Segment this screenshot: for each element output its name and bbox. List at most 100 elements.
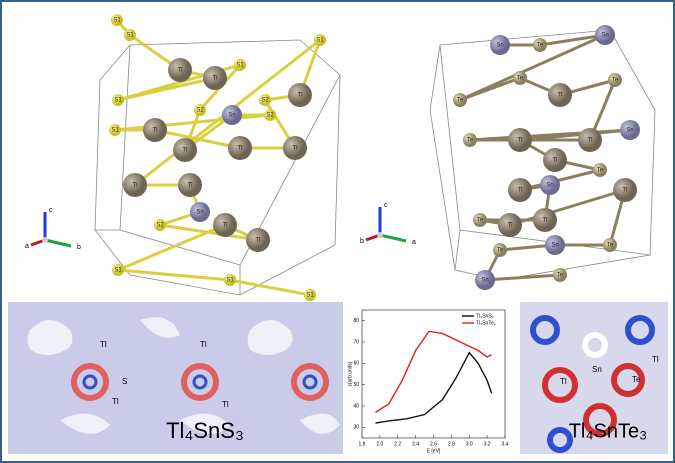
atom xyxy=(112,94,124,106)
atom-label: S2 xyxy=(261,98,269,104)
bond xyxy=(154,128,241,150)
axis-arrow xyxy=(379,233,407,243)
atom xyxy=(548,83,572,107)
atom-label: Sn xyxy=(196,210,203,216)
atom-label: Tl xyxy=(553,158,558,164)
atom-label: Te xyxy=(612,78,619,84)
bond xyxy=(459,76,521,102)
bond xyxy=(229,278,311,297)
atom xyxy=(173,138,197,162)
plot-frame xyxy=(361,309,506,439)
atom xyxy=(545,235,565,255)
series-line xyxy=(375,351,493,424)
atom-label: Tl xyxy=(518,138,523,144)
atom-label: S1 xyxy=(316,38,324,44)
atom xyxy=(112,264,124,276)
atom xyxy=(203,66,227,90)
atom xyxy=(234,59,246,71)
y-tick-label: 50 xyxy=(353,382,359,388)
atom-label: S1 xyxy=(113,18,121,24)
atom-label: Te xyxy=(607,243,614,249)
atom xyxy=(178,173,202,197)
labels: Tl Tl S Tl Tl Tl₄SnS₃ Sn Tl Te Tl Tl₄SnTe₃ xyxy=(100,340,659,443)
legend-label: Tl₄SnTe₃ xyxy=(476,320,496,326)
compound-label: Tl₄SnTe₃ xyxy=(569,420,648,442)
atom-label: Sn xyxy=(601,33,608,39)
atom-label: S xyxy=(122,377,127,386)
maps xyxy=(27,315,655,453)
atom xyxy=(314,34,326,46)
atom-label: Sn xyxy=(626,128,633,134)
atom xyxy=(463,133,477,147)
atom-label: S1 xyxy=(306,293,314,299)
atom-label: Tl xyxy=(543,218,548,224)
atom xyxy=(213,213,237,237)
bond xyxy=(117,268,231,282)
atom-label: Tl xyxy=(223,223,228,229)
atom-label: S1 xyxy=(236,63,244,69)
atom xyxy=(111,14,123,26)
atom xyxy=(190,202,210,222)
atom-label: Tl xyxy=(200,340,207,349)
atom-label: Te xyxy=(537,43,544,49)
atom xyxy=(578,128,602,152)
structures: S1 S1 Tl Tl S1 S1 S2 Tl Sn S2 S1 Tl Tl Tl S2 Tl S1 Tl Tl Sn… xyxy=(25,14,656,301)
atom-label: Tl xyxy=(188,183,193,189)
atom-label: S2 xyxy=(196,108,204,114)
atom-label: Tl xyxy=(153,128,158,134)
axis-origin xyxy=(42,237,48,243)
spectrum-plot: 1.8 2.0 2.2 2.4 2.6 2.8 3.0 3.2 3.4 30 40 50 60 70 80 E… xyxy=(347,309,509,454)
atom xyxy=(593,163,607,177)
atom xyxy=(288,83,312,107)
atom-label: Tl xyxy=(178,68,183,74)
x-tick-label: 2.2 xyxy=(394,441,401,447)
compound-label: Tl₄SnS₃ xyxy=(166,418,244,443)
x-tick-label: 3.2 xyxy=(484,441,491,447)
atom-label: Tl xyxy=(558,93,563,99)
atom-label: S2 xyxy=(156,223,164,229)
atom xyxy=(259,94,271,106)
axis-label: a xyxy=(412,239,416,246)
atom-label: Tl xyxy=(256,238,261,244)
atom-label: S1 xyxy=(111,128,119,134)
atom-label: Tl xyxy=(222,400,229,409)
atom xyxy=(264,109,276,121)
atom xyxy=(109,124,121,136)
atom-label: Te xyxy=(497,248,504,254)
atom xyxy=(283,136,307,160)
atom xyxy=(533,38,547,52)
atom xyxy=(154,219,166,231)
atom-label: Sn xyxy=(481,278,488,284)
x-tick-label: 2.6 xyxy=(430,441,437,447)
atom xyxy=(508,178,532,202)
atom xyxy=(493,243,507,257)
atom-label: Sn xyxy=(546,183,553,189)
x-tick-label: 2.0 xyxy=(376,441,383,447)
axis-label: c xyxy=(49,207,53,214)
atom-label: Tl xyxy=(183,148,188,154)
series-line xyxy=(375,330,492,413)
atom xyxy=(613,178,637,202)
atom-label: S2 xyxy=(266,113,274,119)
atom xyxy=(246,228,270,252)
atom xyxy=(508,128,532,152)
atom-label: S1 xyxy=(226,278,234,284)
atom-label: Sn xyxy=(551,243,558,249)
y-tick-label: 60 xyxy=(353,361,359,367)
atom xyxy=(620,120,640,140)
atom xyxy=(595,25,615,45)
atom xyxy=(608,73,622,87)
atom xyxy=(228,136,252,160)
atom xyxy=(224,274,236,286)
atom xyxy=(123,173,147,197)
y-tick-label: 70 xyxy=(353,339,359,345)
atom-label: Tl xyxy=(293,146,298,152)
atom-label: Te xyxy=(457,98,464,104)
x-tick-label: 2.4 xyxy=(412,441,419,447)
x-tick-label: 2.8 xyxy=(448,441,455,447)
bond xyxy=(459,33,606,102)
atom-label: Te xyxy=(557,273,564,279)
bond xyxy=(509,188,626,227)
atom xyxy=(124,29,136,41)
